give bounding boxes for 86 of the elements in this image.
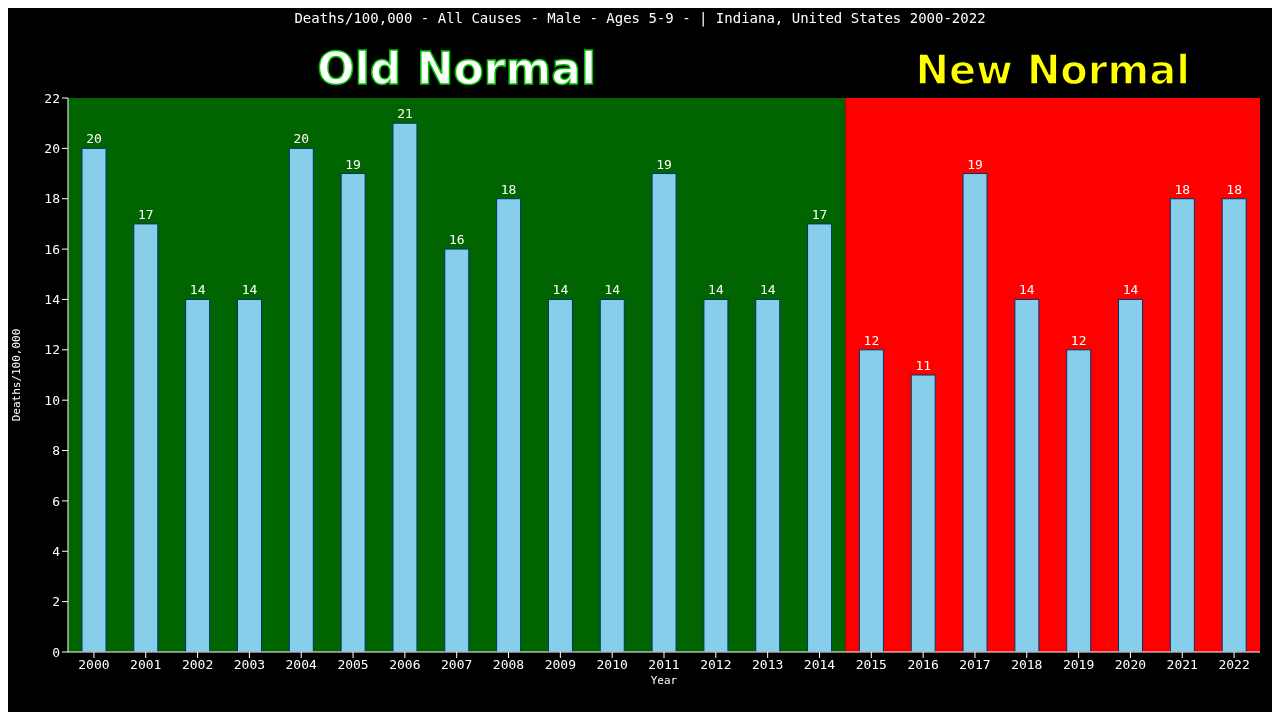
y-tick-label: 14 [44, 292, 61, 308]
data-label: 18 [1174, 181, 1191, 197]
bar [1169, 198, 1195, 652]
y-tick-label: 16 [44, 241, 60, 257]
x-tick-label: 2014 [803, 657, 836, 673]
bar [547, 298, 573, 652]
x-tick-label: 2012 [700, 657, 732, 673]
bar [236, 298, 262, 652]
bar [807, 223, 833, 652]
data-label: 11 [915, 358, 932, 373]
bar [340, 173, 366, 652]
x-tick-label: 2013 [752, 657, 784, 673]
bar [703, 298, 729, 652]
y-tick-label: 18 [44, 191, 60, 207]
data-label: 21 [397, 106, 413, 122]
data-label: 14 [189, 282, 206, 298]
data-label: 20 [86, 131, 102, 147]
data-label: 14 [552, 282, 569, 298]
x-tick-label: 2005 [337, 657, 369, 673]
x-tick-label: 2017 [959, 657, 991, 673]
data-label: 19 [967, 156, 983, 172]
y-tick-label: 20 [44, 140, 60, 156]
chart-title: Deaths/100,000 - All Causes - Male - Ages 5-9 - | Indiana, United States 2000-2022 [293, 10, 987, 26]
data-label: 14 [1122, 282, 1139, 298]
bar [444, 248, 470, 652]
bar [496, 198, 522, 652]
x-tick-label: 2010 [596, 657, 628, 673]
data-label: 14 [1019, 282, 1035, 298]
bar [81, 147, 107, 652]
bar [1221, 198, 1247, 652]
data-label: 14 [759, 282, 776, 298]
x-tick-label: 2001 [130, 657, 162, 673]
data-label: 17 [138, 206, 154, 222]
x-tick-label: 2000 [78, 657, 110, 673]
band-label: Old Normal [317, 43, 597, 94]
x-axis-title: Year [650, 674, 678, 687]
y-tick-label: 2 [52, 594, 60, 610]
y-tick-label: 12 [44, 342, 60, 358]
x-tick-label: 2018 [1011, 657, 1043, 673]
data-label: 19 [345, 156, 361, 172]
data-label: 14 [708, 282, 724, 298]
bar [651, 173, 677, 652]
band-label: New Normal [915, 47, 1190, 93]
bar [755, 298, 781, 652]
x-tick-label: 2004 [285, 657, 318, 673]
bar [288, 147, 314, 652]
data-label: 18 [500, 181, 517, 197]
y-axis-title: Deaths/100,000 [9, 328, 23, 422]
bar [1066, 349, 1092, 652]
data-label: 19 [656, 156, 672, 172]
bar [185, 298, 211, 652]
x-tick-label: 2002 [181, 657, 214, 673]
x-tick-label: 2003 [233, 657, 266, 673]
x-tick-label: 2007 [441, 657, 473, 673]
bar [133, 223, 159, 652]
bar [392, 122, 418, 652]
x-tick-label: 2022 [1218, 657, 1250, 673]
x-tick-label: 2021 [1166, 657, 1198, 673]
x-tick-label: 2011 [648, 657, 680, 673]
x-tick-label: 2008 [492, 657, 525, 673]
data-label: 20 [293, 131, 310, 147]
data-label: 14 [241, 282, 258, 298]
data-label: 14 [604, 282, 621, 298]
x-tick-label: 2006 [389, 657, 421, 673]
x-tick-label: 2020 [1114, 657, 1147, 673]
bar [962, 173, 988, 652]
bar [858, 349, 884, 652]
data-label: 12 [863, 332, 880, 348]
bar [599, 298, 625, 652]
bar [910, 374, 936, 652]
x-tick-label: 2015 [855, 657, 887, 673]
x-tick-label: 2019 [1062, 657, 1095, 673]
x-tick-label: 2009 [544, 657, 576, 673]
data-label: 17 [811, 206, 828, 222]
y-tick-label: 4 [52, 543, 61, 559]
data-label: 12 [1070, 332, 1087, 348]
y-tick-label: 10 [44, 392, 60, 408]
y-tick-label: 22 [44, 90, 60, 106]
data-label: 16 [448, 232, 465, 248]
y-tick-label: 0 [52, 644, 60, 660]
x-tick-label: 2016 [907, 657, 939, 673]
y-tick-label: 6 [52, 493, 60, 509]
bar [1014, 298, 1040, 652]
y-tick-label: 8 [52, 443, 60, 459]
bar [1118, 298, 1144, 652]
data-label: 18 [1226, 181, 1242, 197]
